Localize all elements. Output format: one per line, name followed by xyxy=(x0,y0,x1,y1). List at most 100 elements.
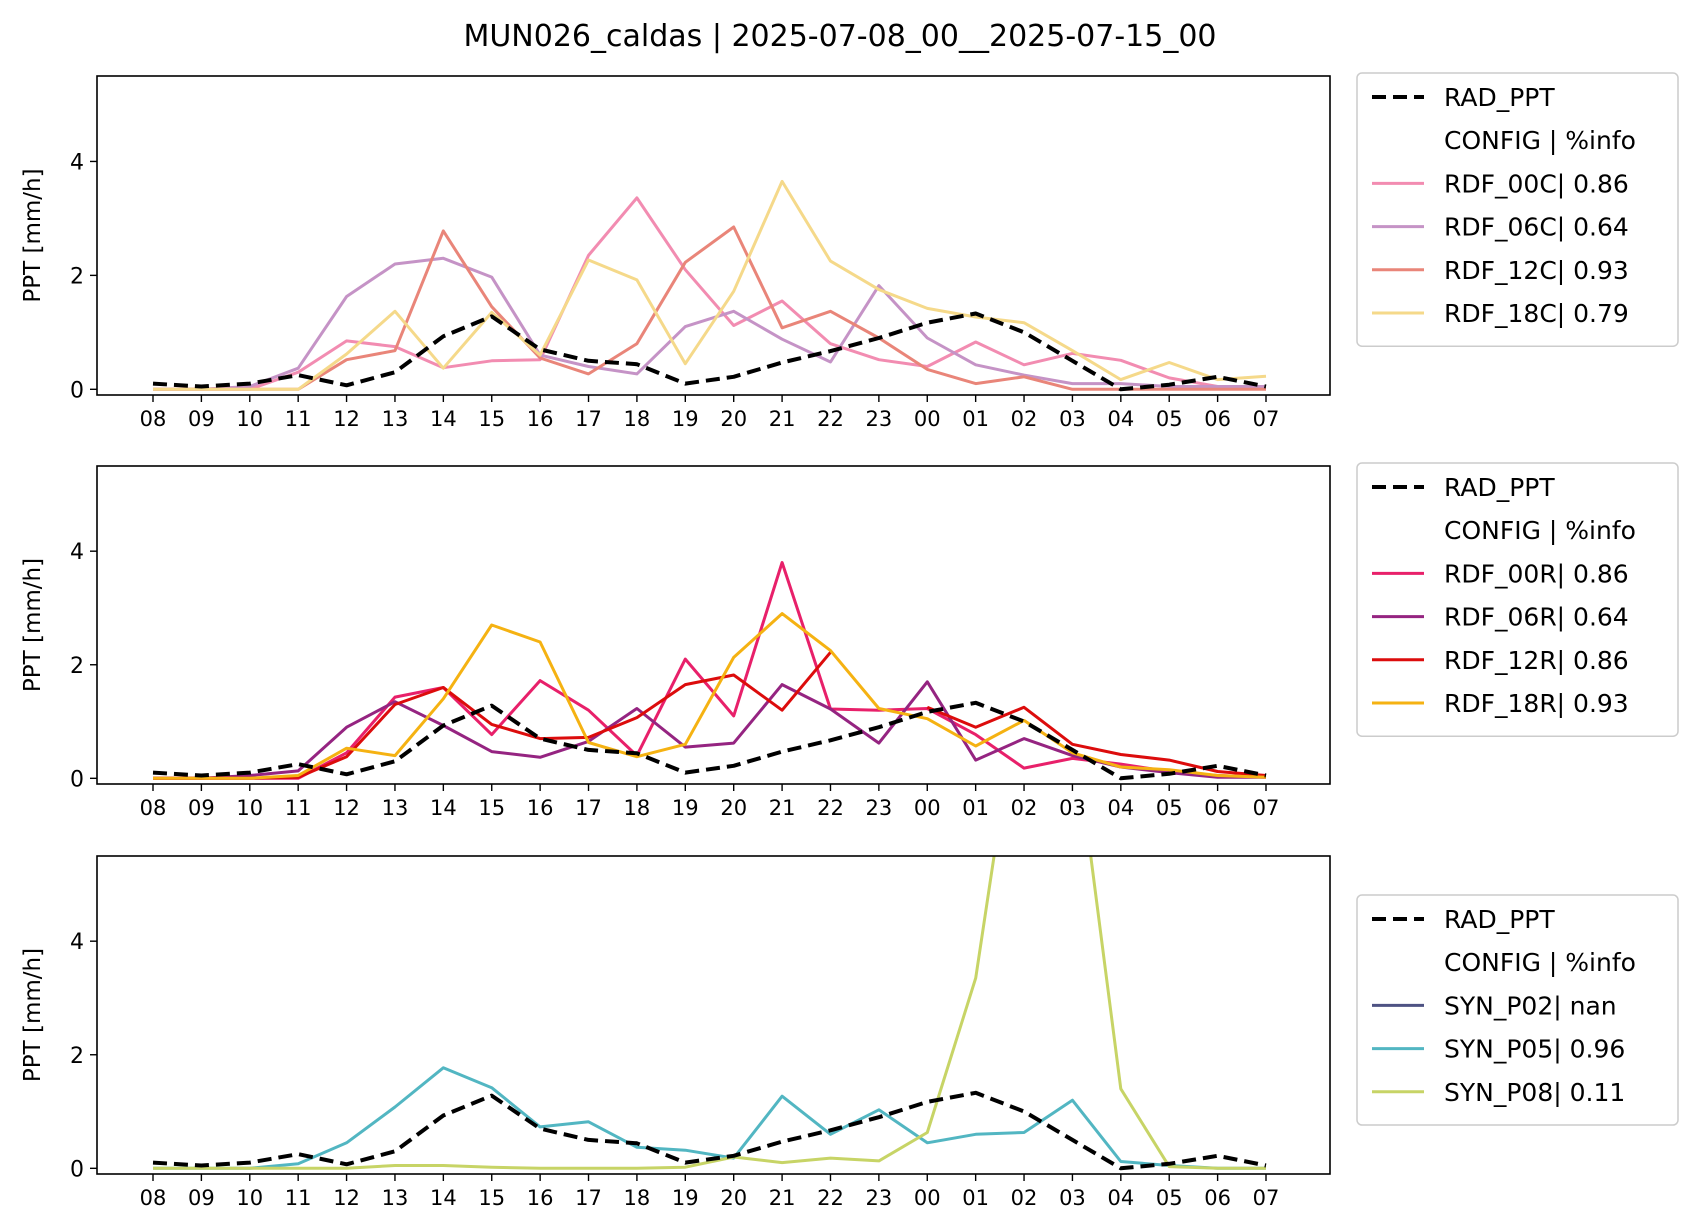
x-tick-label: 09 xyxy=(188,796,215,820)
series-line-syn-p08 xyxy=(153,856,1266,1170)
series-line-rdf-06c xyxy=(153,256,1266,391)
x-tick-label: 19 xyxy=(672,796,699,820)
legend-entry: RDF_00R| 0.86 xyxy=(1444,559,1629,588)
x-tick-label: 17 xyxy=(575,1186,602,1210)
x-tick-label: 07 xyxy=(1253,1186,1280,1210)
x-tick-label: 23 xyxy=(866,1186,893,1210)
x-tick-label: 04 xyxy=(1107,796,1134,820)
x-tick-label: 19 xyxy=(672,407,699,431)
legend-entry: RAD_PPT xyxy=(1444,83,1555,112)
x-tick-label: 17 xyxy=(575,407,602,431)
x-tick-label: 11 xyxy=(285,1186,312,1210)
x-tick-label: 15 xyxy=(478,796,505,820)
series-lines xyxy=(152,179,1267,392)
legend-header: CONFIG | %info xyxy=(1444,948,1636,977)
series-line-rdf-18r xyxy=(153,612,1267,780)
y-axis-label: PPT [mm/h] xyxy=(20,168,46,302)
x-tick-label: 13 xyxy=(382,796,409,820)
x-tick-label: 08 xyxy=(140,407,167,431)
legend-box xyxy=(1356,894,1679,1126)
x-tick-label: 20 xyxy=(720,407,747,431)
legend-entry: RDF_18R| 0.93 xyxy=(1444,689,1629,718)
y-tick-label: 0 xyxy=(70,378,84,403)
axes-frame xyxy=(96,855,1331,1175)
legend-entry: SYN_P08| 0.11 xyxy=(1444,1078,1625,1107)
x-tick-label: 04 xyxy=(1107,1186,1134,1210)
legend-entry: RDF_12C| 0.93 xyxy=(1444,256,1629,285)
y-tick-label: 2 xyxy=(70,654,84,679)
x-tick-label: 01 xyxy=(962,407,989,431)
axes-frame xyxy=(96,75,1331,396)
y-tick-label: 4 xyxy=(70,930,84,955)
x-tick-label: 21 xyxy=(769,1186,796,1210)
x-tick-label: 12 xyxy=(333,407,360,431)
x-tick-label: 01 xyxy=(962,796,989,820)
x-tick-label: 09 xyxy=(188,407,215,431)
series-lines xyxy=(152,856,1267,1171)
y-tick-label: 4 xyxy=(70,150,84,175)
legend: RAD_PPT CONFIG | %info SYN_P02| nan SYN_P05… xyxy=(1356,894,1679,1126)
x-tick-label: 14 xyxy=(430,407,457,431)
x-tick-label: 12 xyxy=(333,796,360,820)
x-tick-label: 03 xyxy=(1059,1186,1086,1210)
x-tick-label: 23 xyxy=(866,407,893,431)
y-tick-label: 0 xyxy=(70,767,84,792)
legend-box xyxy=(1356,462,1679,737)
legend-entry: RDF_06R| 0.64 xyxy=(1444,603,1629,632)
x-tick-label: 10 xyxy=(236,407,263,431)
x-tick-label: 14 xyxy=(430,796,457,820)
y-tick-label: 2 xyxy=(70,1044,84,1069)
x-tick-label: 10 xyxy=(236,1186,263,1210)
y-tick-label: 2 xyxy=(70,264,84,289)
x-tick-label: 16 xyxy=(527,796,554,820)
legend-header: CONFIG | %info xyxy=(1444,516,1636,545)
series-line-rdf-06r xyxy=(153,680,1266,780)
legend-entry: SYN_P02| nan xyxy=(1444,991,1617,1020)
legend: RAD_PPT CONFIG | %info RDF_00R| 0.86 RDF_06… xyxy=(1356,462,1679,737)
x-tick-label: 07 xyxy=(1253,796,1280,820)
x-tick-label: 02 xyxy=(1011,407,1038,431)
legend: RAD_PPT CONFIG | %info RDF_00C| 0.86 RDF_06… xyxy=(1356,72,1679,347)
y-tick-label: 0 xyxy=(70,1157,84,1182)
x-tick-label: 20 xyxy=(720,1186,747,1210)
y-axis-label: PPT [mm/h] xyxy=(20,558,46,692)
x-tick-label: 13 xyxy=(382,407,409,431)
x-tick-label: 02 xyxy=(1011,1186,1038,1210)
x-tick-label: 00 xyxy=(914,1186,941,1210)
x-tick-label: 00 xyxy=(914,407,941,431)
x-tick-label: 08 xyxy=(140,1186,167,1210)
x-tick-label: 02 xyxy=(1011,796,1038,820)
x-tick-label: 17 xyxy=(575,796,602,820)
x-tick-label: 11 xyxy=(285,796,312,820)
legend-entry: RAD_PPT xyxy=(1444,905,1555,934)
series-line-rdf-12c xyxy=(153,225,1266,391)
y-tick-label: 4 xyxy=(70,540,84,565)
legend-entry: RDF_18C| 0.79 xyxy=(1444,299,1629,328)
x-tick-label: 06 xyxy=(1204,1186,1231,1210)
legend-entry: RAD_PPT xyxy=(1444,473,1555,502)
x-tick-label: 05 xyxy=(1156,796,1183,820)
x-tick-label: 00 xyxy=(914,796,941,820)
y-axis-label: PPT [mm/h] xyxy=(20,948,46,1082)
x-tick-label: 04 xyxy=(1107,407,1134,431)
x-tick-label: 15 xyxy=(478,1186,505,1210)
x-tick-label: 11 xyxy=(285,407,312,431)
series-line-rad-ppt xyxy=(152,311,1267,392)
series-line-rdf-00c xyxy=(153,196,1266,391)
legend-entry: RDF_00C| 0.86 xyxy=(1444,169,1629,198)
x-tick-label: 19 xyxy=(672,1186,699,1210)
x-tick-label: 22 xyxy=(817,1186,844,1210)
series-lines xyxy=(152,561,1267,781)
x-tick-label: 14 xyxy=(430,1186,457,1210)
x-tick-label: 01 xyxy=(962,1186,989,1210)
legend-box xyxy=(1356,72,1679,347)
x-tick-label: 10 xyxy=(236,796,263,820)
figure-title: MUN026_caldas | 2025-07-08_00__2025-07-1… xyxy=(463,19,1216,54)
x-tick-label: 23 xyxy=(866,796,893,820)
legend-entry: RDF_06C| 0.64 xyxy=(1444,213,1629,242)
panel-1: 08 09 10 11 12 13 14 15 16 17 18 19 20 21 22 23 00 01 02 03… xyxy=(20,72,1679,431)
x-tick-label: 16 xyxy=(527,407,554,431)
x-tick-label: 12 xyxy=(333,1186,360,1210)
x-tick-label: 21 xyxy=(769,407,796,431)
